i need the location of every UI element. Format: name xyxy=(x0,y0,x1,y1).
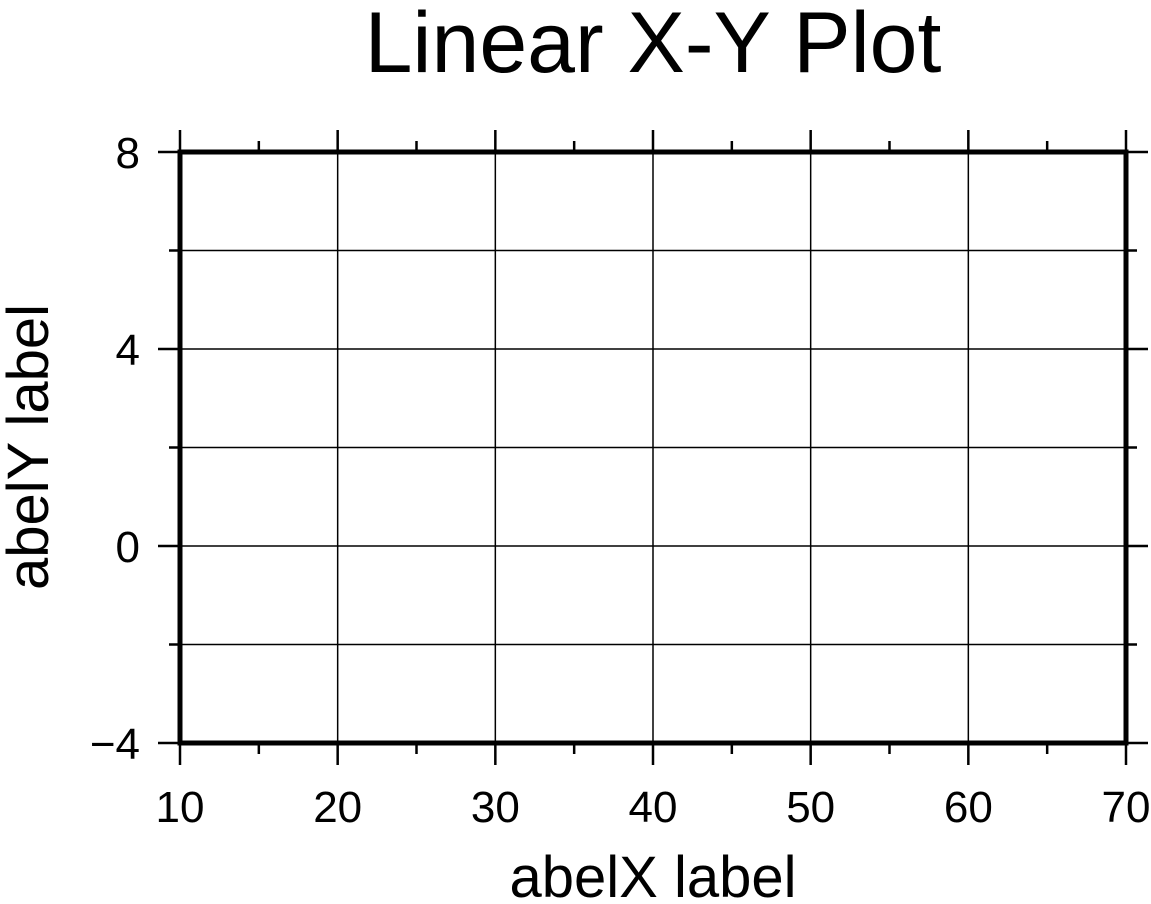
x-tick-label: 50 xyxy=(786,783,835,832)
x-tick-label: 20 xyxy=(313,783,362,832)
x-tick-label: 40 xyxy=(629,783,678,832)
y-tick-label: 4 xyxy=(116,326,140,375)
x-tick-label: 60 xyxy=(944,783,993,832)
x-tick-label: 30 xyxy=(471,783,520,832)
y-tick-label: 8 xyxy=(116,129,140,178)
chart-title: Linear X-Y Plot xyxy=(365,0,942,91)
x-axis-label: abelX label xyxy=(510,845,797,904)
y-tick-label: 0 xyxy=(116,523,140,572)
x-tick-label: 70 xyxy=(1102,783,1151,832)
grid-layer xyxy=(180,152,1126,743)
x-tick-label: 10 xyxy=(156,783,205,832)
y-axis-label: abelY label xyxy=(0,304,61,590)
plot-frame xyxy=(177,149,1129,746)
y-tick-labels: −4 0 4 8 xyxy=(90,129,140,769)
x-tick-labels: 10 20 30 40 50 60 70 xyxy=(156,783,1151,832)
tick-layer xyxy=(158,130,1148,765)
y-tick-label: −4 xyxy=(90,720,140,769)
